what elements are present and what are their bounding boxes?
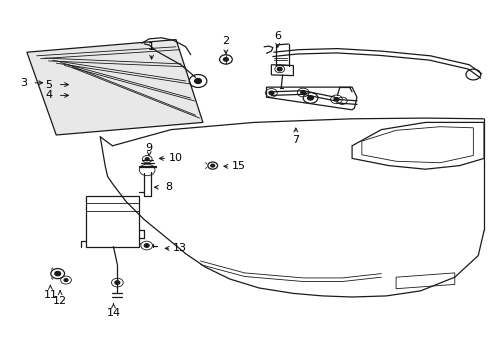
Polygon shape bbox=[27, 40, 203, 135]
Circle shape bbox=[307, 96, 313, 100]
Text: 4: 4 bbox=[45, 90, 52, 100]
Circle shape bbox=[115, 281, 120, 284]
Text: 7: 7 bbox=[292, 135, 299, 145]
Text: 15: 15 bbox=[231, 161, 245, 171]
Text: 13: 13 bbox=[173, 243, 186, 253]
Circle shape bbox=[144, 244, 149, 247]
Text: 8: 8 bbox=[165, 182, 172, 192]
Circle shape bbox=[223, 58, 228, 61]
Text: 14: 14 bbox=[106, 308, 120, 318]
Text: 12: 12 bbox=[53, 296, 67, 306]
Circle shape bbox=[300, 91, 305, 94]
Text: 5: 5 bbox=[45, 80, 52, 90]
Text: 10: 10 bbox=[169, 153, 183, 163]
Circle shape bbox=[64, 279, 68, 282]
Circle shape bbox=[333, 98, 338, 101]
Text: 6: 6 bbox=[274, 31, 281, 41]
Text: 9: 9 bbox=[145, 143, 152, 153]
Circle shape bbox=[145, 158, 149, 161]
Text: 11: 11 bbox=[43, 290, 57, 300]
Circle shape bbox=[277, 67, 282, 71]
Circle shape bbox=[55, 271, 61, 276]
Circle shape bbox=[194, 78, 201, 84]
Text: 2: 2 bbox=[222, 36, 229, 46]
Circle shape bbox=[210, 164, 214, 167]
Circle shape bbox=[268, 91, 273, 95]
Text: 3: 3 bbox=[20, 78, 27, 88]
Text: 1: 1 bbox=[148, 42, 155, 52]
